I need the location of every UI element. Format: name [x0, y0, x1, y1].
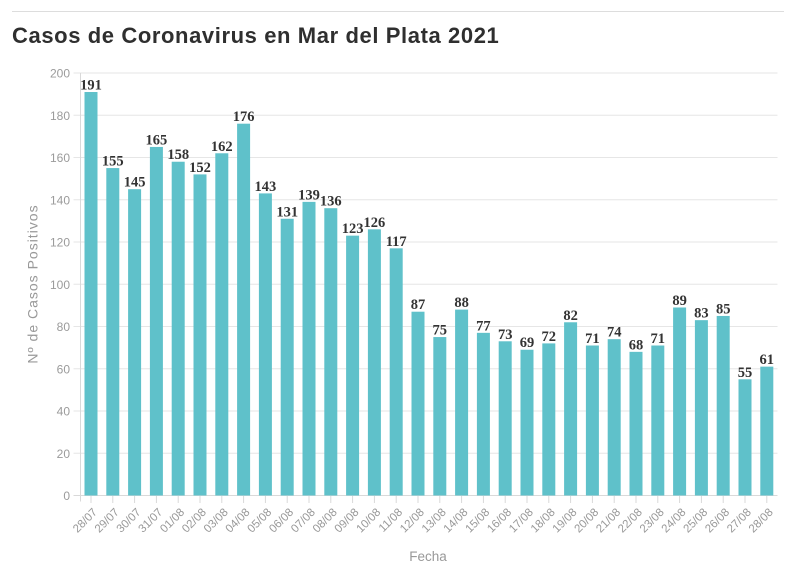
svg-text:61: 61: [760, 352, 775, 368]
svg-text:85: 85: [716, 301, 731, 317]
svg-text:20: 20: [57, 447, 71, 461]
svg-text:72: 72: [542, 329, 557, 345]
svg-text:0: 0: [63, 489, 70, 503]
svg-text:140: 140: [50, 193, 70, 207]
svg-text:Nº de Casos Positivos: Nº de Casos Positivos: [25, 204, 41, 363]
svg-text:123: 123: [342, 221, 364, 237]
svg-text:71: 71: [651, 331, 666, 347]
svg-text:74: 74: [607, 325, 622, 341]
svg-text:82: 82: [563, 308, 578, 324]
svg-text:77: 77: [476, 318, 491, 334]
svg-text:55: 55: [738, 365, 753, 381]
svg-text:88: 88: [454, 295, 469, 311]
svg-text:Casos de Coronavirus en Mar de: Casos de Coronavirus en Mar del Plata 20…: [12, 23, 499, 48]
svg-text:158: 158: [167, 147, 189, 163]
svg-text:40: 40: [57, 405, 71, 419]
svg-text:136: 136: [320, 194, 342, 210]
svg-text:152: 152: [189, 160, 211, 176]
svg-text:176: 176: [233, 109, 255, 125]
svg-text:165: 165: [146, 132, 168, 148]
svg-text:143: 143: [255, 179, 277, 195]
svg-text:120: 120: [50, 236, 70, 250]
svg-text:60: 60: [57, 362, 71, 376]
svg-text:160: 160: [50, 151, 70, 165]
svg-text:73: 73: [498, 327, 513, 343]
svg-text:200: 200: [50, 67, 70, 81]
svg-text:180: 180: [50, 109, 70, 123]
svg-text:139: 139: [298, 187, 320, 203]
svg-text:87: 87: [411, 297, 426, 313]
svg-text:191: 191: [80, 78, 102, 94]
svg-text:117: 117: [386, 234, 407, 250]
svg-text:89: 89: [672, 293, 687, 309]
svg-text:131: 131: [276, 204, 298, 220]
svg-text:75: 75: [433, 323, 448, 339]
svg-text:68: 68: [629, 337, 644, 353]
svg-text:Fecha: Fecha: [409, 549, 447, 564]
svg-text:71: 71: [585, 331, 600, 347]
svg-text:83: 83: [694, 306, 709, 322]
svg-text:162: 162: [211, 139, 233, 155]
svg-text:100: 100: [50, 278, 70, 292]
svg-text:145: 145: [124, 175, 146, 191]
svg-text:69: 69: [520, 335, 535, 351]
svg-text:155: 155: [102, 154, 124, 170]
svg-text:126: 126: [364, 215, 386, 231]
svg-text:80: 80: [57, 320, 71, 334]
